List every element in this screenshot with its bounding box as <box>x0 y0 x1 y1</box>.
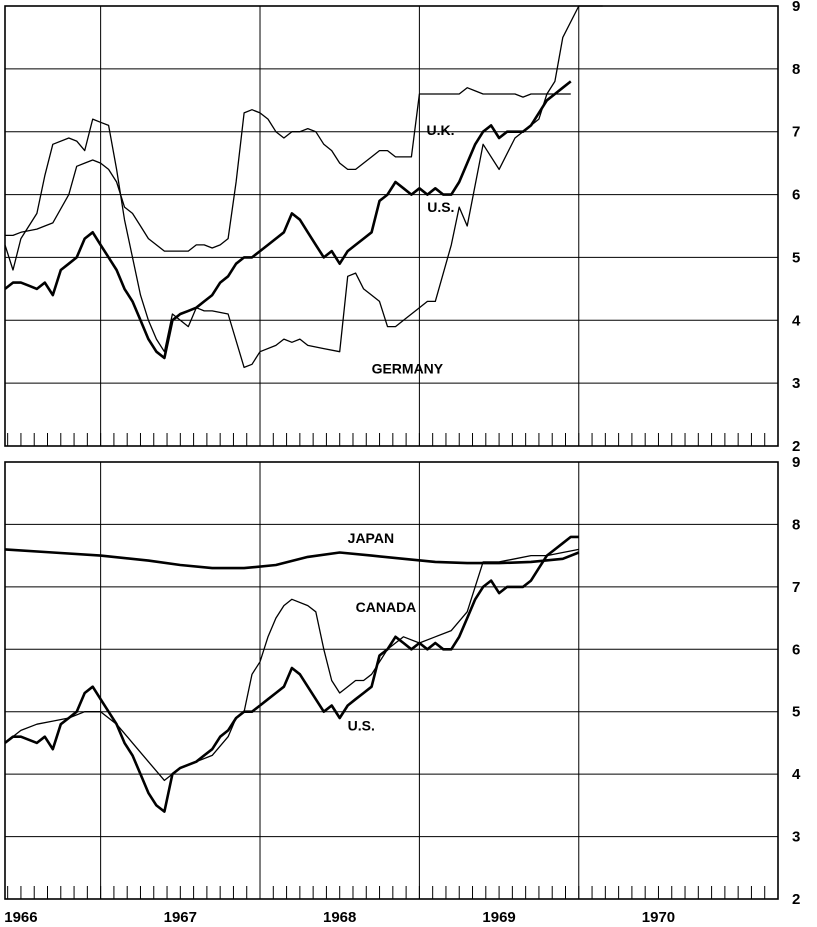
y-tick-label: 8 <box>792 61 800 78</box>
series-label: JAPAN <box>348 530 394 546</box>
plot-frame <box>4 5 779 447</box>
y-tick-label: 2 <box>792 438 800 455</box>
y-tick-label: 4 <box>792 312 801 329</box>
x-tick-label: 1966 <box>4 909 37 926</box>
y-tick-label: 6 <box>792 187 800 204</box>
y-tick-label: 3 <box>792 375 800 392</box>
series-line-u-k <box>4 5 603 369</box>
series-line-u-s <box>4 535 579 813</box>
y-tick-label: 3 <box>792 829 800 846</box>
series-label: GERMANY <box>372 361 444 377</box>
y-tick-label: 9 <box>792 454 800 471</box>
x-tick-label: 1968 <box>323 909 356 926</box>
series-label: U.S. <box>427 199 454 215</box>
series-label: U.S. <box>348 717 375 733</box>
series-line-germany <box>5 87 571 252</box>
series-line-canada <box>4 548 579 782</box>
series-line-u-s <box>4 80 572 360</box>
series-label: CANADA <box>356 599 417 615</box>
x-axis-year-labels: 1966 1967 1968 1969 1970 <box>4 909 675 926</box>
y-tick-label: 7 <box>792 579 800 596</box>
y-tick-label: 5 <box>792 249 800 266</box>
bottom-chart-panel: 2 3 4 5 6 7 8 9 JAPAN CANADA U.S. <box>4 454 801 908</box>
y-tick-label: 8 <box>792 516 800 533</box>
series-label: U.K. <box>426 122 454 138</box>
y-tick-label: 4 <box>792 766 801 783</box>
x-tick-label: 1967 <box>164 909 197 926</box>
y-tick-label: 7 <box>792 124 800 141</box>
x-tick-label: 1969 <box>482 909 515 926</box>
y-tick-label: 9 <box>792 0 800 15</box>
plot-frame <box>4 461 779 900</box>
y-tick-label: 6 <box>792 641 800 658</box>
y-tick-label: 5 <box>792 704 800 721</box>
series-line-japan <box>4 548 580 570</box>
x-tick-label: 1970 <box>642 909 675 926</box>
top-chart-panel: 2 3 4 5 6 7 8 9 U.K. U.S. GERMANY <box>4 0 801 455</box>
y-tick-label: 2 <box>792 891 800 908</box>
